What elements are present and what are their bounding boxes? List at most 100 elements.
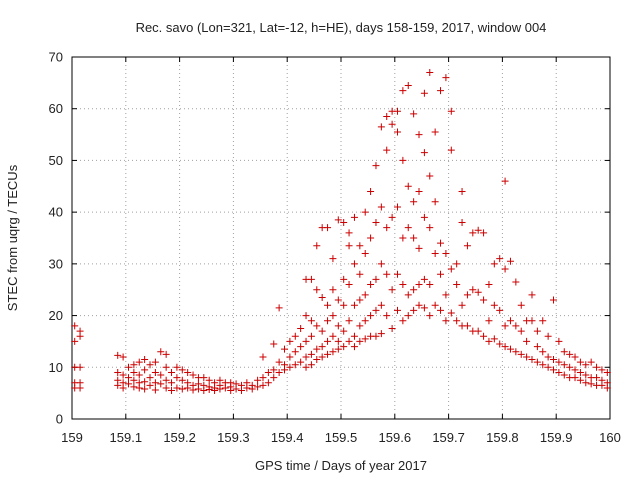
data-point bbox=[334, 322, 342, 330]
x-axis-label: GPS time / Days of year 2017 bbox=[255, 458, 427, 473]
data-point bbox=[453, 317, 461, 325]
data-point bbox=[141, 378, 149, 386]
data-point bbox=[178, 366, 186, 374]
data-point bbox=[114, 351, 122, 359]
data-point bbox=[243, 384, 251, 392]
data-point bbox=[415, 187, 423, 195]
data-point bbox=[291, 361, 299, 369]
data-point bbox=[566, 363, 574, 371]
y-tick-label: 0 bbox=[56, 412, 63, 427]
data-point bbox=[372, 218, 380, 226]
x-tick-label: 159.5 bbox=[325, 430, 358, 445]
data-point bbox=[291, 332, 299, 340]
data-point bbox=[124, 380, 132, 388]
data-point bbox=[307, 275, 315, 283]
data-point bbox=[345, 281, 353, 289]
data-point bbox=[329, 312, 337, 320]
data-point bbox=[420, 304, 428, 312]
data-point bbox=[76, 332, 84, 340]
data-point bbox=[76, 363, 84, 371]
data-point bbox=[356, 242, 364, 250]
data-point bbox=[329, 255, 337, 263]
chart-title: Rec. savo (Lon=321, Lat=-12, h=HE), days… bbox=[136, 20, 547, 35]
data-point bbox=[254, 376, 262, 384]
data-point bbox=[259, 381, 267, 389]
data-point bbox=[135, 384, 143, 392]
data-point bbox=[275, 368, 283, 376]
data-point bbox=[189, 371, 197, 379]
data-point bbox=[205, 386, 213, 394]
data-point bbox=[453, 281, 461, 289]
data-point bbox=[388, 120, 396, 128]
y-tick-label: 30 bbox=[49, 256, 63, 271]
data-point bbox=[200, 374, 208, 382]
data-point bbox=[367, 187, 375, 195]
x-tick-label: 159.6 bbox=[379, 430, 412, 445]
data-point bbox=[286, 353, 294, 361]
data-point bbox=[141, 356, 149, 364]
data-point bbox=[162, 376, 170, 384]
data-point bbox=[410, 234, 418, 242]
x-tick-label: 159.1 bbox=[110, 430, 143, 445]
data-point bbox=[324, 317, 332, 325]
data-point bbox=[340, 343, 348, 351]
data-point bbox=[501, 265, 509, 273]
data-point bbox=[399, 281, 407, 289]
data-point bbox=[307, 317, 315, 325]
data-point bbox=[114, 368, 122, 376]
data-point bbox=[506, 257, 514, 265]
data-point bbox=[324, 301, 332, 309]
data-point bbox=[399, 87, 407, 95]
data-point bbox=[124, 363, 132, 371]
data-point bbox=[71, 337, 79, 345]
data-point bbox=[437, 270, 445, 278]
data-point bbox=[168, 387, 176, 395]
data-point bbox=[388, 325, 396, 332]
data-point bbox=[587, 380, 595, 388]
data-point bbox=[533, 327, 541, 335]
data-point bbox=[372, 306, 380, 314]
data-point bbox=[211, 387, 219, 395]
data-point bbox=[560, 361, 568, 369]
data-point bbox=[367, 234, 375, 242]
y-tick-label: 60 bbox=[49, 101, 63, 116]
data-point bbox=[350, 213, 358, 221]
data-point bbox=[420, 149, 428, 157]
data-point bbox=[307, 332, 315, 340]
data-point bbox=[431, 301, 439, 309]
data-point bbox=[114, 381, 122, 389]
data-point bbox=[329, 286, 337, 294]
data-point bbox=[523, 337, 531, 345]
data-point bbox=[318, 353, 326, 361]
data-point bbox=[555, 337, 563, 345]
data-point bbox=[463, 322, 471, 330]
data-point bbox=[264, 368, 272, 376]
data-point bbox=[146, 374, 154, 382]
data-point bbox=[307, 350, 315, 358]
data-point bbox=[512, 322, 520, 330]
data-point bbox=[286, 363, 294, 371]
data-point bbox=[593, 374, 601, 382]
y-tick-label: 10 bbox=[49, 360, 63, 375]
data-point bbox=[259, 374, 267, 382]
data-point bbox=[496, 255, 504, 263]
data-point bbox=[490, 335, 498, 343]
data-point bbox=[259, 353, 267, 361]
data-point bbox=[603, 384, 611, 392]
data-point bbox=[426, 312, 434, 320]
data-point bbox=[437, 87, 445, 95]
data-point bbox=[512, 348, 520, 356]
data-point bbox=[361, 291, 369, 299]
data-point bbox=[345, 242, 353, 250]
data-point bbox=[119, 371, 127, 379]
data-point bbox=[151, 379, 159, 387]
data-point bbox=[437, 239, 445, 247]
data-point bbox=[141, 385, 149, 393]
data-point bbox=[324, 337, 332, 345]
data-point bbox=[528, 317, 536, 325]
data-point bbox=[576, 358, 584, 366]
data-point bbox=[76, 384, 84, 392]
data-point bbox=[474, 288, 482, 296]
data-point bbox=[281, 345, 289, 353]
data-point bbox=[146, 381, 154, 389]
